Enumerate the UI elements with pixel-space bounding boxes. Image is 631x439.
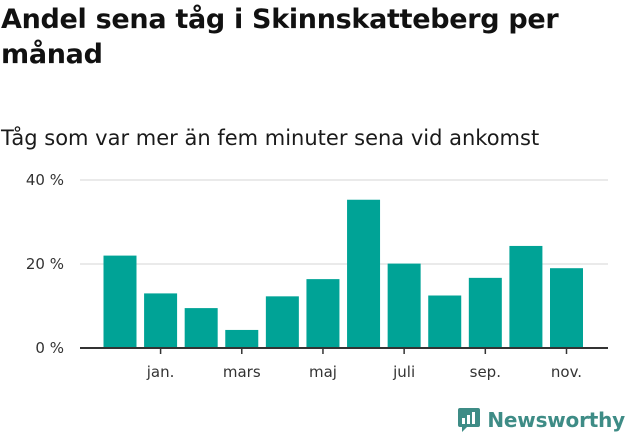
y-tick-label: 0 %	[35, 339, 64, 357]
chart-subtitle: Tåg som var mer än fem minuter sena vid …	[1, 126, 540, 150]
x-axis	[80, 347, 608, 354]
bar	[428, 295, 462, 348]
y-tick-label: 20 %	[26, 255, 64, 273]
brand-name: Newsworthy	[487, 408, 625, 432]
bar	[550, 268, 583, 348]
y-tick-label: 40 %	[26, 171, 64, 189]
bar	[347, 199, 381, 348]
bar	[265, 296, 299, 348]
x-tick-label: mars	[223, 363, 261, 381]
x-tick-label: nov.	[551, 363, 582, 381]
bar	[184, 308, 218, 348]
bar	[103, 255, 137, 348]
bars	[103, 199, 583, 348]
bar	[306, 279, 340, 348]
x-tick-label: juli	[392, 363, 415, 381]
x-tick-labels: jan. mars maj juli sep. nov.	[146, 363, 582, 381]
x-tick-label: maj	[309, 363, 337, 381]
x-tick-label: sep.	[470, 363, 501, 381]
bar	[387, 263, 421, 348]
brand-logo[interactable]: Newsworthy	[457, 407, 625, 433]
bar	[144, 293, 178, 348]
newsworthy-logo-icon	[458, 408, 481, 432]
bar	[509, 245, 543, 348]
x-tick-label: jan.	[146, 363, 175, 381]
chart-title: Andel sena tåg i Skinnskatteberg per mån…	[1, 4, 559, 70]
y-tick-labels: 0 % 20 % 40 %	[26, 171, 64, 357]
bar	[468, 277, 502, 348]
bar	[225, 329, 259, 348]
